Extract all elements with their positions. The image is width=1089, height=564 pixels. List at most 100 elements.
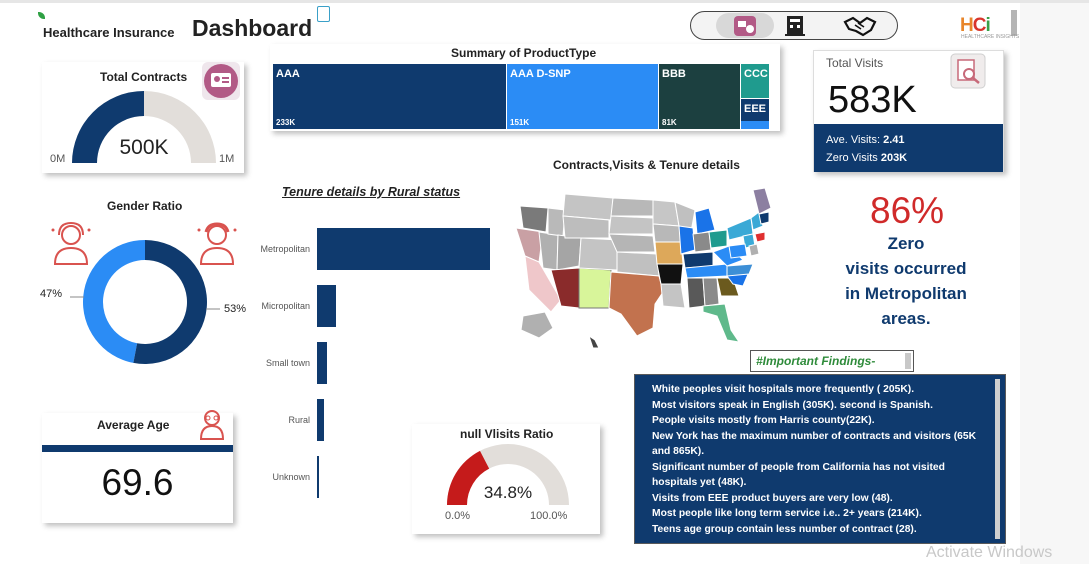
finding-line: Most people like long term service i.e..…	[652, 508, 922, 519]
finding-line: New York has the maximum number of contr…	[652, 430, 977, 458]
total-contracts-value: 500K	[119, 136, 169, 159]
zero-visits-row: Zero Visits 203K	[826, 152, 907, 164]
gender-donut-chart[interactable]	[70, 227, 220, 377]
logo-subtext: HEALTHCARE INSIGHTS	[961, 34, 1020, 40]
findings-tag-text: #Important Findings-	[756, 354, 876, 368]
company-logo: HCi	[960, 15, 991, 36]
tenure-chart-title: Tenure details by Rural status	[282, 185, 461, 199]
treemap-label: EEE	[744, 103, 767, 115]
ave-visits-value: 2.41	[883, 134, 905, 146]
tenure-bar-label: Metropolitan	[260, 244, 310, 254]
null-gauge-max-label: 100.0%	[530, 510, 568, 522]
us-choropleth-map[interactable]	[513, 180, 781, 352]
null-gauge-min-label: 0.0%	[445, 510, 471, 522]
page-title: Dashboard	[192, 15, 313, 41]
tenure-bar[interactable]	[317, 285, 337, 327]
total-visits-value: 583K	[828, 79, 917, 121]
treemap-cell-bbb[interactable]: BBB 81K	[659, 64, 740, 129]
treemap-cell-eee[interactable]: EEE	[741, 99, 769, 121]
highlight-text: Zero visits occurred in Metropolitan are…	[808, 231, 1004, 331]
treemap-label: CCC	[744, 68, 768, 80]
total-visits-title: Total Visits	[826, 56, 884, 70]
nav-id-card-button[interactable]	[716, 13, 774, 38]
total-contracts-gauge	[72, 91, 216, 163]
female-person-icon	[51, 221, 91, 265]
building-icon	[785, 15, 805, 36]
treemap-cell-ccc[interactable]: CCC	[741, 64, 769, 98]
vertical-scrollbar[interactable]	[1011, 10, 1017, 36]
tenure-bar-label: Unknown	[272, 472, 310, 482]
average-age-divider	[42, 445, 233, 452]
treemap-cell-aaa[interactable]: AAA 233K	[273, 64, 506, 129]
contract-badge-icon	[202, 62, 240, 100]
tenure-bar[interactable]	[317, 228, 490, 270]
tenure-bar[interactable]	[317, 399, 324, 441]
nav-building-button[interactable]	[766, 13, 824, 38]
treemap-label: BBB	[662, 68, 686, 80]
finding-line: People visits mostly from Harris county(…	[652, 415, 875, 426]
finding-line: Visits from EEE product buyers are very …	[652, 492, 893, 504]
highlight-line-1: Zero	[887, 234, 925, 253]
highlight-line-4: areas.	[881, 309, 931, 328]
gauge-min-label: 0M	[50, 153, 66, 165]
highlight-percent: 86%	[870, 190, 945, 231]
highlight-line-3: in Metropolitan	[845, 284, 967, 303]
title-small: Healthcare Insurance	[43, 25, 175, 40]
document-icon	[317, 6, 330, 22]
important-findings-panel: White peoples visit hospitals more frequ…	[634, 374, 1006, 544]
null-visits-value: 34.8%	[483, 483, 533, 502]
right-gutter	[1020, 3, 1089, 564]
finding-line: Significant number of people from Califo…	[652, 461, 945, 489]
treemap-label: AAA	[276, 68, 300, 80]
elderly-person-icon	[199, 410, 225, 440]
ave-visits-row: Ave. Visits: 2.41	[826, 134, 905, 146]
nav-handshake-button[interactable]	[831, 13, 889, 38]
total-contracts-card: Total Contracts 500K 0M 1M	[42, 62, 244, 173]
male-percent-label: 53%	[224, 303, 247, 315]
highlight-line-2: visits occurred	[845, 259, 967, 278]
visits-stats-panel: Ave. Visits: 2.41 Zero Visits 203K	[814, 124, 1003, 172]
treemap-value: 81K	[662, 118, 677, 127]
finding-line: White peoples visit hospitals more frequ…	[652, 384, 915, 395]
treemap-cell-other	[741, 121, 769, 129]
finding-line: Teens age group contain less number of c…	[652, 523, 917, 535]
total-contracts-title: Total Contracts	[100, 70, 188, 84]
id-card-icon	[734, 15, 756, 36]
finding-line: Most visitors speak in English (305K). s…	[652, 399, 933, 411]
navigation-pill	[690, 11, 898, 40]
treemap-value: 151K	[510, 118, 530, 127]
tenure-bar-label: Micropolitan	[261, 301, 310, 311]
tenure-bar-label: Small town	[265, 358, 310, 368]
null-visits-card: null Vlisits Ratio 34.8% 0.0% 100.0%	[412, 424, 600, 534]
zero-visits-label: Zero Visits	[826, 152, 878, 164]
product-type-treemap-card: Summary of ProductType AAA 233K AAA D-SN…	[270, 44, 780, 131]
total-visits-card: Total Visits 583K Ave. Visits: 2.41 Zero…	[813, 50, 1004, 172]
tenure-bar-label: Rural	[288, 415, 310, 425]
tenure-bar[interactable]	[317, 456, 319, 498]
donut-segment-male[interactable]	[133, 240, 208, 364]
ave-visits-label: Ave. Visits:	[826, 134, 881, 146]
leaf-icon	[38, 12, 45, 19]
top-divider	[0, 0, 1089, 3]
important-findings-tag: #Important Findings-	[750, 350, 914, 372]
null-visits-title: null Vlisits Ratio	[460, 427, 554, 441]
activate-windows-watermark: Activate Windows	[926, 544, 1053, 561]
null-visits-gauge	[447, 444, 569, 505]
average-age-card: Average Age 69.6	[42, 410, 233, 523]
treemap-value: 233K	[276, 118, 296, 127]
treemap-cell-aaa-dsnp[interactable]: AAA D-SNP 151K	[507, 64, 658, 129]
findings-scrollbar[interactable]	[995, 379, 1000, 539]
tag-scroll-handle[interactable]	[905, 353, 911, 369]
gauge-max-label: 1M	[219, 153, 235, 165]
average-age-value: 69.6	[101, 462, 174, 503]
gender-ratio-title: Gender Ratio	[107, 199, 183, 213]
map-title: Contracts,Visits & Tenure details	[553, 158, 740, 172]
female-percent-label: 47%	[40, 288, 63, 300]
donut-segment-female[interactable]	[83, 240, 145, 363]
handshake-icon	[843, 16, 877, 36]
average-age-title: Average Age	[97, 418, 170, 432]
tenure-bar[interactable]	[317, 342, 328, 384]
male-person-icon	[197, 222, 237, 265]
treemap-title: Summary of ProductType	[451, 46, 597, 60]
